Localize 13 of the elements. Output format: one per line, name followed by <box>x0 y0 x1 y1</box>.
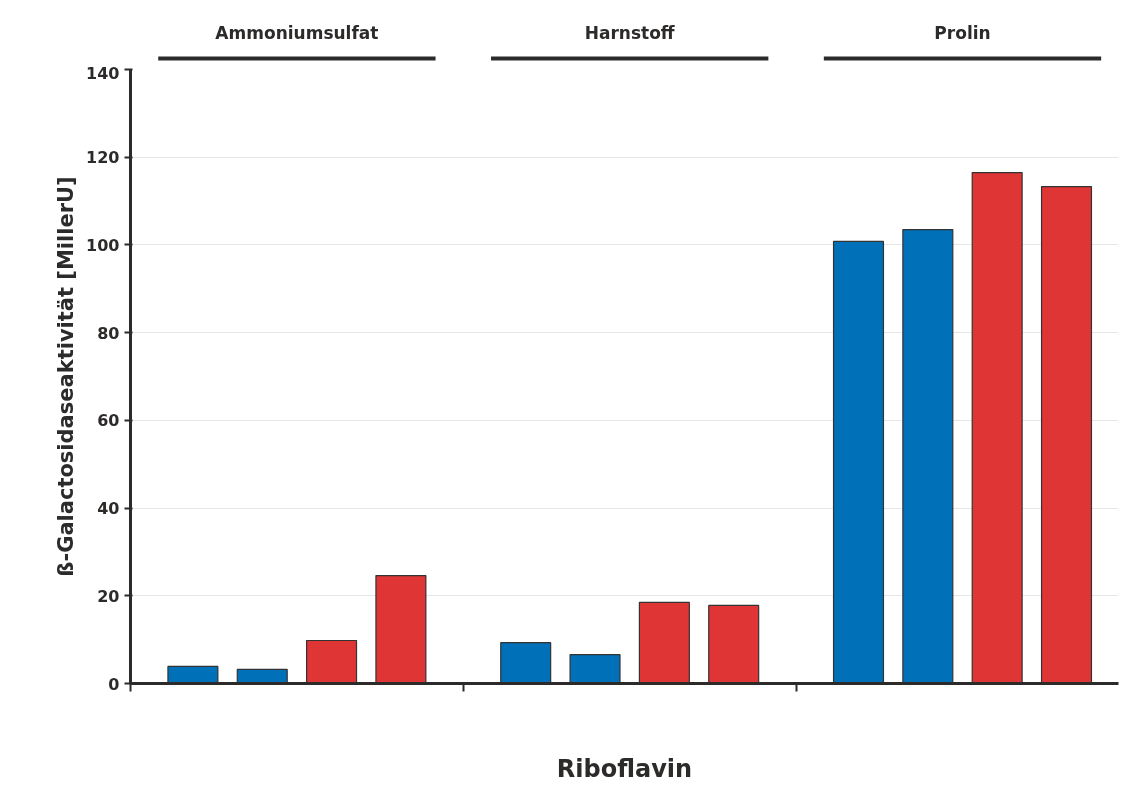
y-tick-label: 60 <box>97 411 120 431</box>
y-tick-label: 120 <box>86 148 120 168</box>
y-tick-label: 40 <box>97 499 120 519</box>
text: Ammoniumsulfat <box>215 23 379 44</box>
x-axis-title: Riboflavin <box>556 754 693 783</box>
y-tick-label: 0 <box>108 674 120 694</box>
y-axis-title: ß-Galactosidaseaktivität [MillerU] <box>54 176 79 577</box>
y-tick-label: 140 <box>86 63 120 83</box>
y-tick-label: 100 <box>86 235 120 255</box>
y-tick-label: 20 <box>97 586 120 606</box>
text: Prolin <box>934 23 991 44</box>
y-tick-label: 80 <box>97 323 120 343</box>
text: Harnstoff <box>584 23 675 44</box>
